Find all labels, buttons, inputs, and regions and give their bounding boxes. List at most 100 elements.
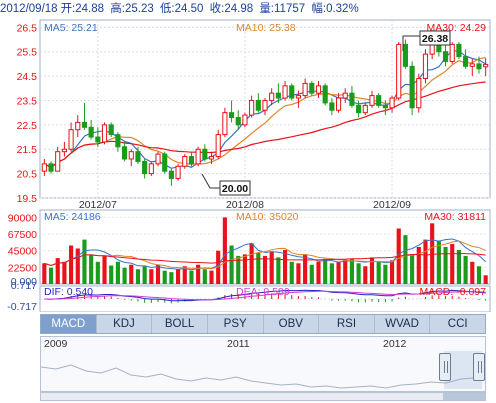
volume-bar xyxy=(436,241,441,284)
candle-body xyxy=(396,43,402,99)
vol-ma30-label: MA30: 31811 xyxy=(424,211,486,223)
candle-body xyxy=(215,134,221,158)
volume-bar xyxy=(229,245,234,284)
tab-rsi[interactable]: RSI xyxy=(319,315,375,333)
candle-body xyxy=(269,92,275,101)
candle-body xyxy=(135,151,141,162)
tab-psy[interactable]: PSY xyxy=(208,315,264,333)
volume-bar xyxy=(69,245,74,284)
volume-bar xyxy=(189,270,194,284)
volume-bars xyxy=(42,217,488,284)
candle-body xyxy=(55,151,61,172)
volume-bar xyxy=(309,264,314,284)
candle-body xyxy=(275,92,281,99)
volume-bar xyxy=(55,258,60,284)
volume-bar xyxy=(289,261,294,284)
volume-bar xyxy=(269,251,274,284)
navigator-scrollbar[interactable] xyxy=(40,392,486,401)
macd-y-tick: 0.717 xyxy=(11,280,37,292)
candle-body xyxy=(242,114,248,126)
candle-body xyxy=(282,85,288,99)
volume-bar xyxy=(82,239,87,284)
volume-bar xyxy=(296,263,301,284)
tab-wvad[interactable]: WVAD xyxy=(375,315,431,333)
nav-left-handle[interactable] xyxy=(439,353,451,381)
candle-body xyxy=(75,121,81,131)
candle-body xyxy=(175,165,181,179)
volume-bar xyxy=(155,264,161,284)
price-y-tick: 26.5 xyxy=(17,22,38,34)
candle-body xyxy=(115,134,121,148)
nav-right-handle[interactable] xyxy=(473,353,485,381)
volume-bar xyxy=(169,272,174,284)
price-x-labels: 2012/07 2012/08 2012/09 xyxy=(79,199,411,211)
volume-value: 11757 xyxy=(274,3,306,15)
candle-body xyxy=(382,104,388,109)
candle-body xyxy=(81,121,88,128)
volume-ma30-line xyxy=(44,253,486,267)
price-y-tick: 20.5 xyxy=(17,169,38,181)
volume-bar xyxy=(162,270,167,284)
volume-bar xyxy=(109,265,114,284)
vol-ma5-label: MA5: 24186 xyxy=(44,211,101,223)
range-navigator[interactable]: 2009 2011 2012 xyxy=(40,336,486,392)
candle-body xyxy=(289,85,295,99)
min-marker-value: 20.00 xyxy=(222,183,248,195)
volume-bar xyxy=(383,264,388,284)
candle-body xyxy=(322,85,328,104)
candle-body xyxy=(309,82,315,94)
candle-body xyxy=(369,95,375,106)
candle-body xyxy=(469,63,475,67)
indicator-tabs: MACD KDJ BOLL PSY OBV RSI WVAD CCI xyxy=(40,314,486,334)
volume-bar xyxy=(236,255,241,284)
candle-body xyxy=(168,170,174,179)
volume-bar xyxy=(356,263,361,284)
candle-body xyxy=(155,153,161,165)
scrollbar-thumb[interactable] xyxy=(443,393,485,400)
candle-body xyxy=(48,163,54,172)
candle-body xyxy=(483,63,489,68)
volume-bar xyxy=(182,266,187,284)
stock-chart[interactable]: 26.5 25.5 24.5 23.5 22.5 21.5 20.5 19.5 2012/07… xyxy=(0,0,496,312)
price-y-tick: 25.5 xyxy=(17,47,38,59)
price-y-tick: 21.5 xyxy=(17,144,38,156)
volume-bar xyxy=(349,258,354,284)
volume-bar xyxy=(196,264,201,284)
candle-body xyxy=(61,148,67,153)
volume-bar xyxy=(316,261,321,284)
candle-body xyxy=(442,51,449,62)
volume-bar xyxy=(323,258,328,284)
volume-bar xyxy=(376,261,381,284)
volume-bar xyxy=(176,269,181,284)
tab-obv[interactable]: OBV xyxy=(264,315,320,333)
candle-body xyxy=(148,163,154,175)
volume-bar xyxy=(75,248,80,284)
volume-bar xyxy=(329,263,334,284)
candle-body xyxy=(195,148,201,165)
tab-boll[interactable]: BOLL xyxy=(152,315,208,333)
dea-line xyxy=(44,290,486,301)
volume-ma-lines xyxy=(44,238,487,271)
volume-bar xyxy=(303,254,308,284)
candle-body xyxy=(108,124,114,136)
dea-label: DEA: 0.589 xyxy=(236,286,290,298)
candle-body xyxy=(329,102,335,111)
volume-bar xyxy=(95,261,100,284)
tab-cci[interactable]: CCI xyxy=(447,318,468,330)
volume-y-tick: 22500 xyxy=(8,262,37,274)
ma10-label: MA10: 25.38 xyxy=(236,22,296,34)
tab-kdj[interactable]: KDJ xyxy=(97,315,153,333)
volume-bar xyxy=(262,255,268,284)
volume-bar xyxy=(115,261,120,284)
tab-macd[interactable]: MACD xyxy=(41,315,97,333)
close-label: 收: xyxy=(209,3,225,15)
candle-body xyxy=(255,99,261,111)
open-value: 24.88 xyxy=(75,3,105,15)
volume-bar xyxy=(122,267,127,284)
volume-bar xyxy=(416,247,421,284)
candle-body xyxy=(409,65,415,109)
price-y-tick: 19.5 xyxy=(17,193,38,205)
candle-body xyxy=(456,43,462,58)
candle-body xyxy=(476,63,482,70)
